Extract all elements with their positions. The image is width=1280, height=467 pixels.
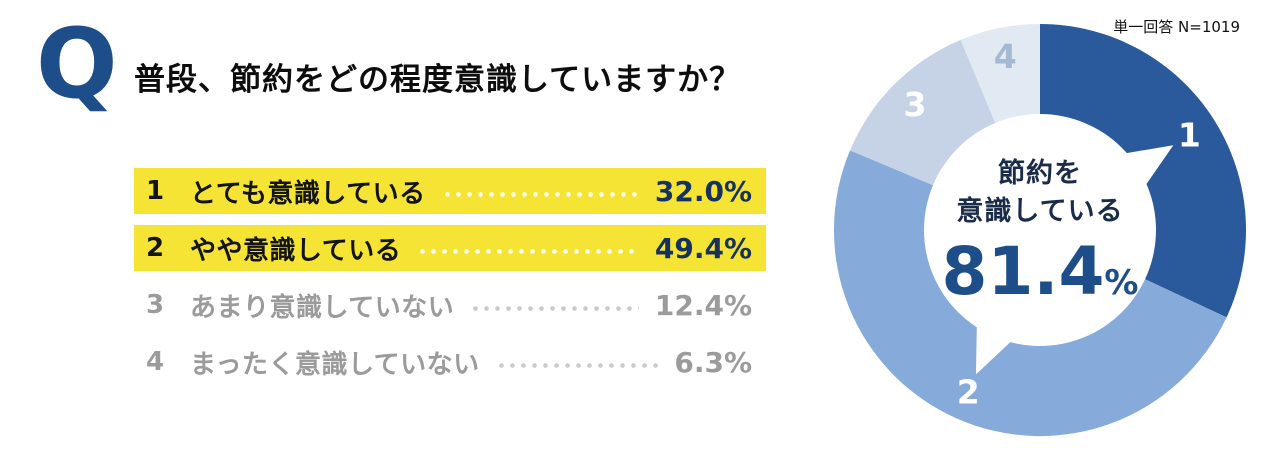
option-rank: 1 — [146, 176, 165, 206]
option-label: まったく意識していない — [190, 349, 480, 380]
option-rank: 3 — [146, 290, 165, 320]
dotted-leader — [441, 191, 639, 197]
option-value: 49.4% — [654, 231, 752, 265]
donut-segment-label: 4 — [994, 37, 1017, 76]
question-mark-logo: Q — [36, 8, 118, 120]
donut-segment-label: 1 — [1178, 116, 1201, 155]
option-value: 32.0% — [654, 174, 752, 208]
donut-segment-label: 3 — [903, 85, 926, 124]
callout-tail — [975, 307, 1025, 375]
option-rank: 2 — [146, 233, 165, 263]
callout-tail — [1107, 145, 1174, 200]
option-row-4: 4 まったく意識していない 6.3% — [134, 339, 766, 385]
option-rank: 4 — [146, 347, 165, 377]
option-row-2: 2 やや意識している 49.4% — [134, 225, 766, 271]
option-label: とても意識している — [190, 178, 426, 209]
option-label: やや意識している — [190, 235, 402, 266]
option-row-1: 1 とても意識している 32.0% — [134, 168, 766, 214]
option-value: 12.4% — [654, 288, 752, 322]
dotted-leader — [470, 305, 639, 311]
options-list: 1 とても意識している 32.0% 2 やや意識している 49.4% 3 あまり… — [134, 168, 766, 396]
donut-segment-label: 2 — [957, 372, 980, 411]
donut-svg: 1 2 3 4 — [833, 24, 1247, 437]
option-row-3: 3 あまり意識していない 12.4% — [134, 282, 766, 328]
option-label: あまり意識していない — [190, 292, 455, 323]
option-value: 6.3% — [674, 345, 752, 379]
donut-center-circle — [924, 114, 1156, 346]
dotted-leader — [417, 248, 639, 254]
survey-note: 単一回答 N=1019 — [1113, 18, 1240, 36]
dotted-leader — [495, 362, 659, 368]
page-title: 普段、節約をどの程度意識していますか？ — [134, 62, 742, 98]
